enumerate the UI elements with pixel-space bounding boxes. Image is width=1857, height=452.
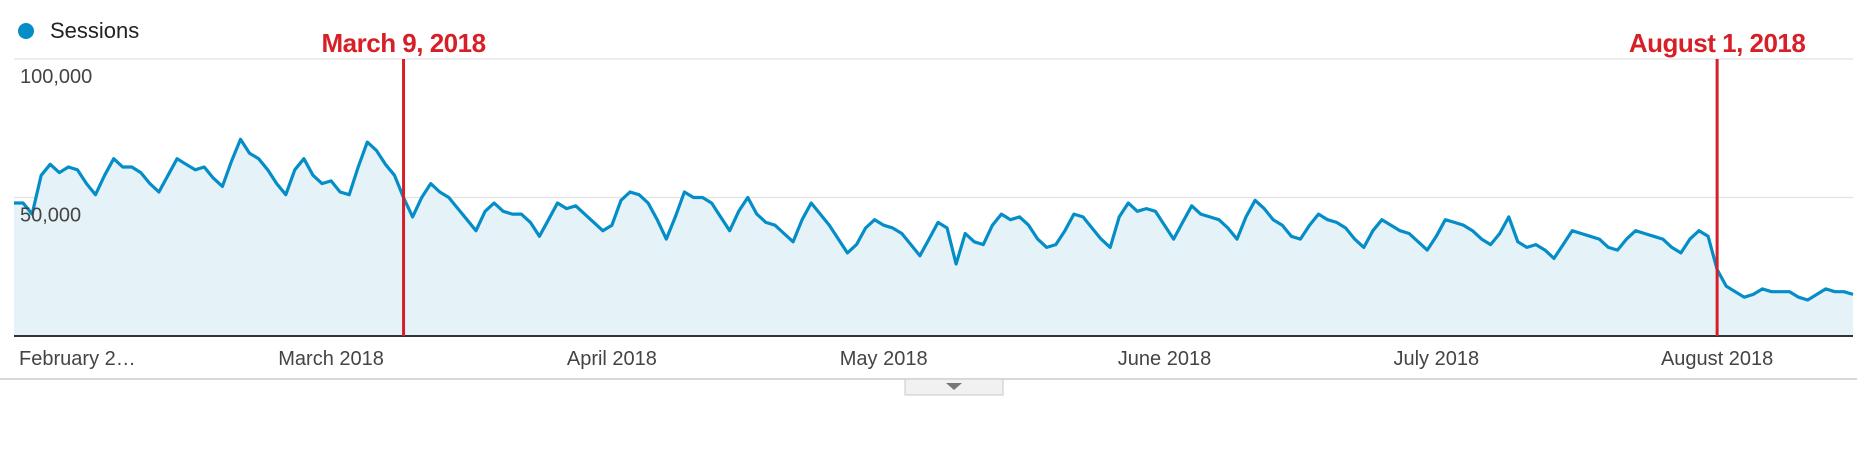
y-tick-label: 50,000: [20, 205, 81, 227]
x-tick-label: February 2…: [19, 348, 136, 370]
x-tick-label: May 2018: [840, 348, 928, 370]
collapse-tab[interactable]: [904, 378, 1004, 396]
area: [14, 139, 1853, 336]
x-tick-label: July 2018: [1393, 348, 1479, 370]
legend-marker: [18, 23, 34, 39]
x-tick-label: April 2018: [567, 348, 657, 370]
legend-label: Sessions: [50, 18, 139, 43]
y-tick-label: 100,000: [20, 66, 92, 88]
x-tick-label: March 2018: [278, 348, 384, 370]
x-tick-label: June 2018: [1118, 348, 1211, 370]
line: [14, 137, 1854, 302]
annotation-label: March 9, 2018: [322, 28, 486, 58]
x-tick-label: August 2018: [1661, 348, 1773, 370]
tab-arrow[interactable]: [946, 383, 962, 390]
annotation-label: August 1, 2018: [1629, 28, 1806, 58]
